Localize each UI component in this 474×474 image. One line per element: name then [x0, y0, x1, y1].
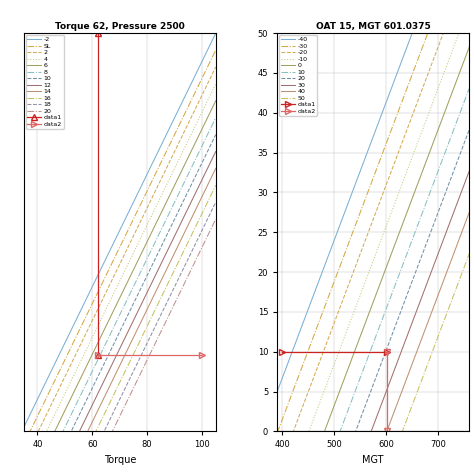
X-axis label: Torque: Torque — [103, 455, 136, 465]
Title: OAT 15, MGT 601.0375: OAT 15, MGT 601.0375 — [316, 22, 430, 31]
Legend: -2, SL, 2, 4, 6, 8, 10, 12, 14, 16, 18, 20, data1, data2: -2, SL, 2, 4, 6, 8, 10, 12, 14, 16, 18, … — [26, 35, 64, 128]
Legend: -40, -30, -20, -10, 0, 10, 20, 30, 40, 50, data1, data2: -40, -30, -20, -10, 0, 10, 20, 30, 40, 5… — [279, 35, 317, 116]
Title: Torque 62, Pressure 2500: Torque 62, Pressure 2500 — [55, 22, 184, 31]
X-axis label: MGT: MGT — [363, 455, 384, 465]
